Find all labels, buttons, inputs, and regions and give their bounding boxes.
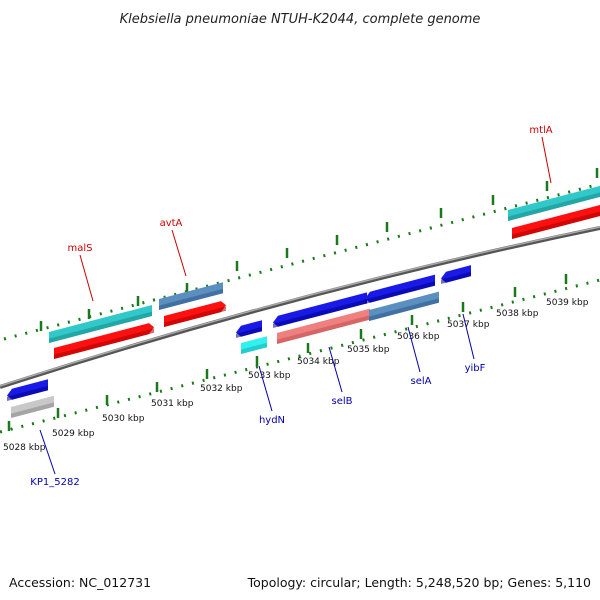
gene-sela-cds [369, 291, 439, 321]
kbp-tick-label: 5028 kbp [3, 443, 46, 453]
genome-summary-text: Topology: circular; Length: 5,248,520 bp… [247, 575, 591, 590]
gene-selb-cds [277, 308, 370, 344]
gene-leader-line [541, 136, 552, 184]
gene-avta-cds [159, 282, 223, 310]
gene-label-selb: selB [331, 396, 352, 407]
lower-major-ticks [7, 274, 568, 431]
gene-leader-line [462, 313, 475, 360]
gene-label-yibf: yibF [465, 363, 486, 374]
gene-label-sela: selA [411, 376, 432, 387]
gene-mtla [512, 204, 600, 239]
kbp-tick-label: 5031 kbp [151, 399, 194, 409]
kbp-tick-label: 5030 kbp [102, 414, 145, 424]
upper-tick-track [3, 168, 600, 341]
gene-leader-line [328, 346, 343, 393]
kbp-tick-label: 5029 kbp [52, 429, 95, 439]
gene-label-mtla: mtlA [529, 125, 552, 136]
kbp-tick-label: 5039 kbp [546, 298, 589, 308]
gene-mals-cds [49, 305, 152, 343]
gene-yibf [441, 265, 471, 284]
gene-selb [273, 292, 367, 328]
gene-leader-line [79, 254, 94, 302]
page-title: Klebsiella pneumoniae NTUH-K2044, comple… [120, 12, 481, 27]
gene-features [7, 185, 600, 418]
backbone-line [0, 226, 600, 389]
gene-labels: malS avtA mtlA KP1_5282 hydN selB selA yibF [30, 125, 553, 488]
kbp-tick-label: 5032 kbp [200, 384, 243, 394]
gene-hydn [236, 320, 262, 338]
kbp-tick-label: 5034 kbp [297, 357, 340, 367]
gene-mals [54, 323, 154, 359]
gene-label-avta: avtA [160, 218, 183, 229]
gene-leader-line [39, 429, 56, 475]
gene-avta [164, 301, 226, 327]
gene-label-mals: malS [68, 243, 93, 254]
gene-leader-line [258, 365, 273, 412]
kbp-tick-label: 5033 kbp [248, 371, 291, 381]
gene-mtla-cds [508, 185, 600, 221]
accession-text: Accession: NC_012731 [9, 575, 151, 590]
lower-minor-ticks [0, 278, 600, 434]
kbp-tick-label: 5035 kbp [347, 345, 390, 355]
gene-kp1-5282 [7, 379, 48, 401]
gene-kp1-5282-cds [11, 395, 54, 418]
kbp-tick-label: 5037 kbp [447, 320, 490, 330]
kbp-labels: 5028 kbp 5029 kbp 5030 kbp 5031 kbp 5032 kbp… [3, 298, 589, 453]
kbp-tick-label: 5036 kbp [397, 332, 440, 342]
backbone-highlight [0, 226, 600, 387]
gene-hydn-cds [241, 336, 267, 354]
kbp-tick-label: 5038 kbp [496, 309, 539, 319]
gene-label-kp1-5282: KP1_5282 [30, 477, 79, 488]
lower-tick-track [0, 274, 600, 434]
backbone [0, 226, 600, 389]
gene-leader-line [407, 326, 421, 373]
gene-label-hydn: hydN [259, 415, 285, 426]
upper-major-ticks [39, 168, 599, 331]
gene-leader-line [171, 229, 187, 277]
gene-sela [365, 274, 435, 304]
